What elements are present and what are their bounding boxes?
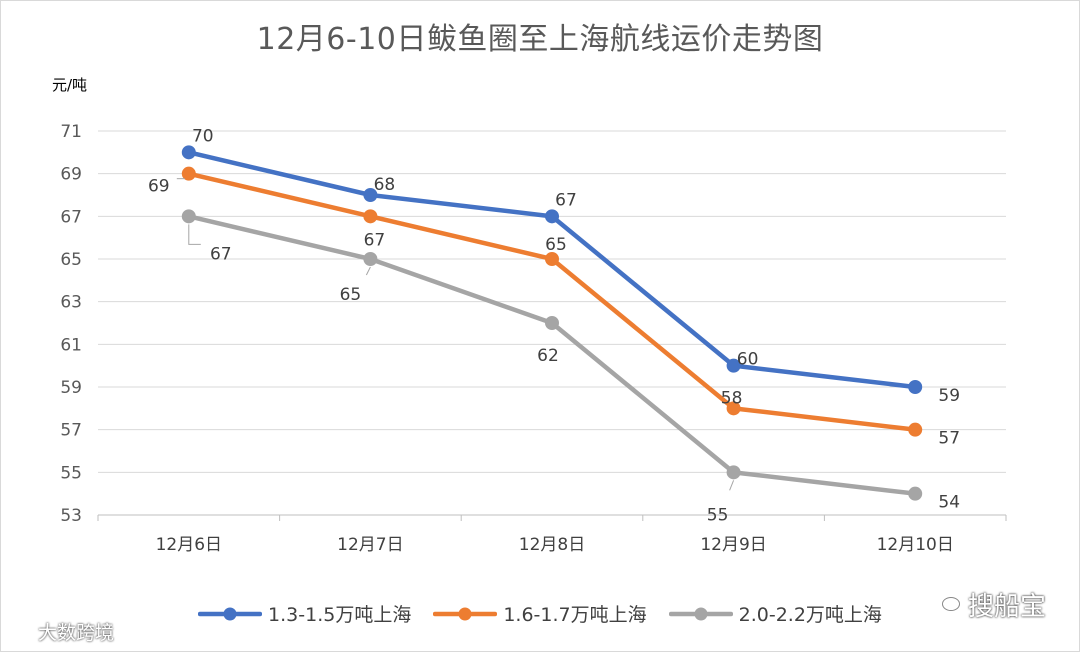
x-tick-label: 12月6日 xyxy=(156,535,222,555)
data-label: 60 xyxy=(737,350,759,370)
data-point xyxy=(545,209,559,224)
wechat-icon xyxy=(930,588,962,621)
y-axis-label: 元/吨 xyxy=(52,76,88,94)
legend-label: 1.3-1.5万吨上海 xyxy=(268,604,412,626)
data-point xyxy=(726,465,741,480)
legend-item: 1.3-1.5万吨上海 xyxy=(198,600,411,627)
watermark-right-text: 搜船宝 xyxy=(968,592,1047,622)
legend-swatch xyxy=(433,607,498,620)
watermark-left-text: 大数跨境 xyxy=(38,622,115,644)
data-label: 57 xyxy=(938,429,960,449)
data-label: 59 xyxy=(938,386,960,406)
data-point xyxy=(181,145,196,160)
data-label: 67 xyxy=(555,190,577,210)
legend-swatch xyxy=(668,607,733,620)
data-point xyxy=(726,401,741,416)
y-tick-label: 71 xyxy=(60,122,82,142)
chart-legend: 1.3-1.5万吨上海 1.6-1.7万吨上海 2.0-2.2万吨上海 xyxy=(0,600,1080,627)
legend-label: 2.0-2.2万吨上海 xyxy=(738,604,882,626)
data-point xyxy=(545,252,559,266)
y-tick-label: 65 xyxy=(60,250,82,270)
y-tick-label: 69 xyxy=(60,165,82,185)
y-tick-label: 61 xyxy=(60,335,82,355)
watermark-right: 搜船宝 xyxy=(930,586,1046,623)
data-point xyxy=(908,422,923,437)
leader-line xyxy=(729,480,735,491)
data-label: 67 xyxy=(364,230,386,250)
data-label: 55 xyxy=(707,505,729,525)
data-point xyxy=(181,209,196,224)
data-point xyxy=(545,316,559,330)
data-label: 65 xyxy=(545,235,567,255)
data-point xyxy=(363,188,378,202)
data-point xyxy=(363,209,378,224)
y-tick-label: 67 xyxy=(60,207,82,227)
data-label: 70 xyxy=(192,126,214,146)
data-point xyxy=(363,252,378,266)
data-point xyxy=(181,166,196,181)
chart-title: 12月6-10日鲅鱼圈至上海航线运价走势图 xyxy=(256,22,824,57)
x-tick-label: 12月7日 xyxy=(337,535,403,555)
data-label: 58 xyxy=(721,388,743,408)
y-tick-label: 53 xyxy=(60,506,82,526)
legend-label: 1.6-1.7万吨上海 xyxy=(503,604,647,626)
legend-item: 2.0-2.2万吨上海 xyxy=(668,600,882,627)
leader-line xyxy=(188,224,201,245)
weibo-icon xyxy=(8,619,34,644)
data-label: 68 xyxy=(374,175,396,195)
data-label: 62 xyxy=(537,346,559,366)
data-label: 54 xyxy=(938,493,960,513)
y-tick-label: 59 xyxy=(60,378,82,398)
x-tick-label: 12月8日 xyxy=(519,535,585,555)
x-tick-label: 12月10日 xyxy=(877,535,954,555)
data-label: 65 xyxy=(340,285,362,305)
watermark-left: 大数跨境 xyxy=(8,618,114,645)
data-label: 67 xyxy=(210,244,232,264)
x-tick-label: 12月9日 xyxy=(700,535,766,555)
legend-item: 1.6-1.7万吨上海 xyxy=(433,600,647,627)
data-point xyxy=(908,486,923,501)
data-point xyxy=(908,380,923,394)
data-point xyxy=(726,358,741,373)
y-tick-label: 63 xyxy=(60,293,82,313)
y-tick-label: 57 xyxy=(60,421,82,441)
legend-swatch xyxy=(198,607,263,620)
y-tick-label: 55 xyxy=(60,463,82,483)
data-label: 69 xyxy=(148,177,170,197)
leader-line xyxy=(365,266,371,276)
